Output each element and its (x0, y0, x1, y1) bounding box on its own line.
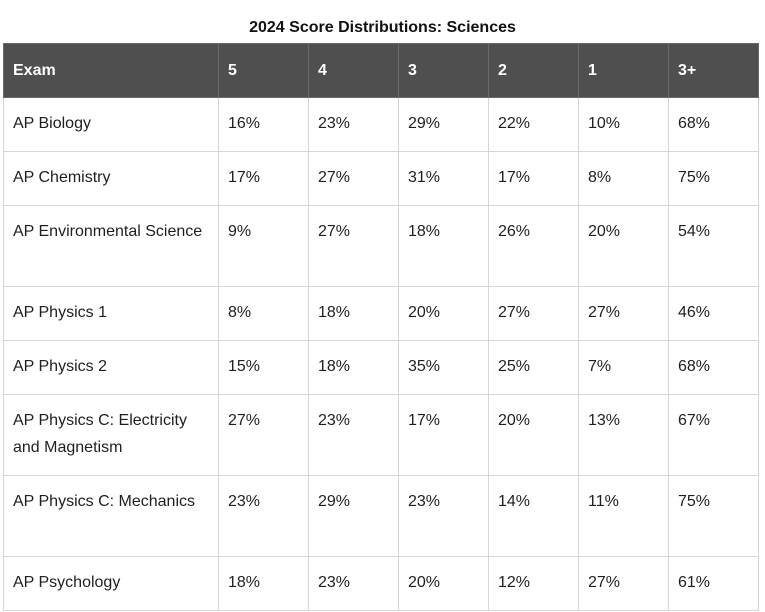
score-3-cell: 35% (398, 340, 489, 395)
score-1-cell: 7% (578, 340, 669, 395)
exam-name-cell: AP Biology (3, 97, 219, 152)
score-3-plus-cell: 68% (668, 340, 759, 395)
table-row: AP Psychology 18% 23% 20% 12% 27% 61% (3, 556, 759, 611)
score-4-cell: 18% (308, 340, 399, 395)
exam-name-cell: AP Physics 2 (3, 340, 219, 395)
table-row: AP Physics 1 8% 18% 20% 27% 27% 46% (3, 286, 759, 341)
score-4-cell: 23% (308, 394, 399, 476)
score-3-plus-cell: 68% (668, 97, 759, 152)
score-3-plus-cell: 75% (668, 475, 759, 557)
header-score-3: 3 (398, 43, 489, 98)
header-score-5: 5 (218, 43, 309, 98)
score-3-plus-cell: 54% (668, 205, 759, 287)
score-2-cell: 27% (488, 286, 579, 341)
header-score-1: 1 (578, 43, 669, 98)
score-5-cell: 23% (218, 475, 309, 557)
score-3-cell: 17% (398, 394, 489, 476)
score-1-cell: 20% (578, 205, 669, 287)
score-4-cell: 27% (308, 205, 399, 287)
score-3-cell: 20% (398, 286, 489, 341)
score-4-cell: 18% (308, 286, 399, 341)
score-5-cell: 8% (218, 286, 309, 341)
exam-name-cell: AP Environmental Science (3, 205, 219, 287)
table-row: AP Chemistry 17% 27% 31% 17% 8% 75% (3, 151, 759, 206)
score-2-cell: 26% (488, 205, 579, 287)
score-4-cell: 23% (308, 97, 399, 152)
score-3-cell: 23% (398, 475, 489, 557)
table-row: AP Biology 16% 23% 29% 22% 10% 68% (3, 97, 759, 152)
score-5-cell: 18% (218, 556, 309, 611)
score-5-cell: 15% (218, 340, 309, 395)
score-3-plus-cell: 61% (668, 556, 759, 611)
score-distribution-table: Exam 5 4 3 2 1 3+ AP Biology 16% 23% 29%… (3, 43, 759, 611)
exam-name-cell: AP Physics 1 (3, 286, 219, 341)
score-1-cell: 27% (578, 286, 669, 341)
score-4-cell: 27% (308, 151, 399, 206)
exam-name-cell: AP Chemistry (3, 151, 219, 206)
score-2-cell: 20% (488, 394, 579, 476)
header-score-2: 2 (488, 43, 579, 98)
score-3-plus-cell: 67% (668, 394, 759, 476)
exam-name-cell: AP Physics C: Electricity and Magnetism (3, 394, 219, 476)
score-3-cell: 29% (398, 97, 489, 152)
score-2-cell: 17% (488, 151, 579, 206)
table-header-row: Exam 5 4 3 2 1 3+ (3, 43, 759, 98)
table-row: AP Environmental Science 9% 27% 18% 26% … (3, 205, 759, 287)
score-5-cell: 27% (218, 394, 309, 476)
score-2-cell: 12% (488, 556, 579, 611)
table-row: AP Physics C: Electricity and Magnetism … (3, 394, 759, 476)
score-3-cell: 20% (398, 556, 489, 611)
score-4-cell: 29% (308, 475, 399, 557)
table-row: AP Physics 2 15% 18% 35% 25% 7% 68% (3, 340, 759, 395)
score-2-cell: 25% (488, 340, 579, 395)
score-4-cell: 23% (308, 556, 399, 611)
header-exam: Exam (3, 43, 219, 98)
score-2-cell: 14% (488, 475, 579, 557)
score-5-cell: 9% (218, 205, 309, 287)
table-row: AP Physics C: Mechanics 23% 29% 23% 14% … (3, 475, 759, 557)
score-3-cell: 18% (398, 205, 489, 287)
score-5-cell: 17% (218, 151, 309, 206)
score-1-cell: 13% (578, 394, 669, 476)
exam-name-cell: AP Psychology (3, 556, 219, 611)
exam-name-cell: AP Physics C: Mechanics (3, 475, 219, 557)
score-3-plus-cell: 75% (668, 151, 759, 206)
table-title: 2024 Score Distributions: Sciences (249, 19, 516, 36)
score-1-cell: 11% (578, 475, 669, 557)
header-score-4: 4 (308, 43, 399, 98)
score-5-cell: 16% (218, 97, 309, 152)
score-1-cell: 10% (578, 97, 669, 152)
score-1-cell: 8% (578, 151, 669, 206)
score-3-cell: 31% (398, 151, 489, 206)
score-1-cell: 27% (578, 556, 669, 611)
score-2-cell: 22% (488, 97, 579, 152)
score-3-plus-cell: 46% (668, 286, 759, 341)
header-score-3-plus: 3+ (668, 43, 759, 98)
